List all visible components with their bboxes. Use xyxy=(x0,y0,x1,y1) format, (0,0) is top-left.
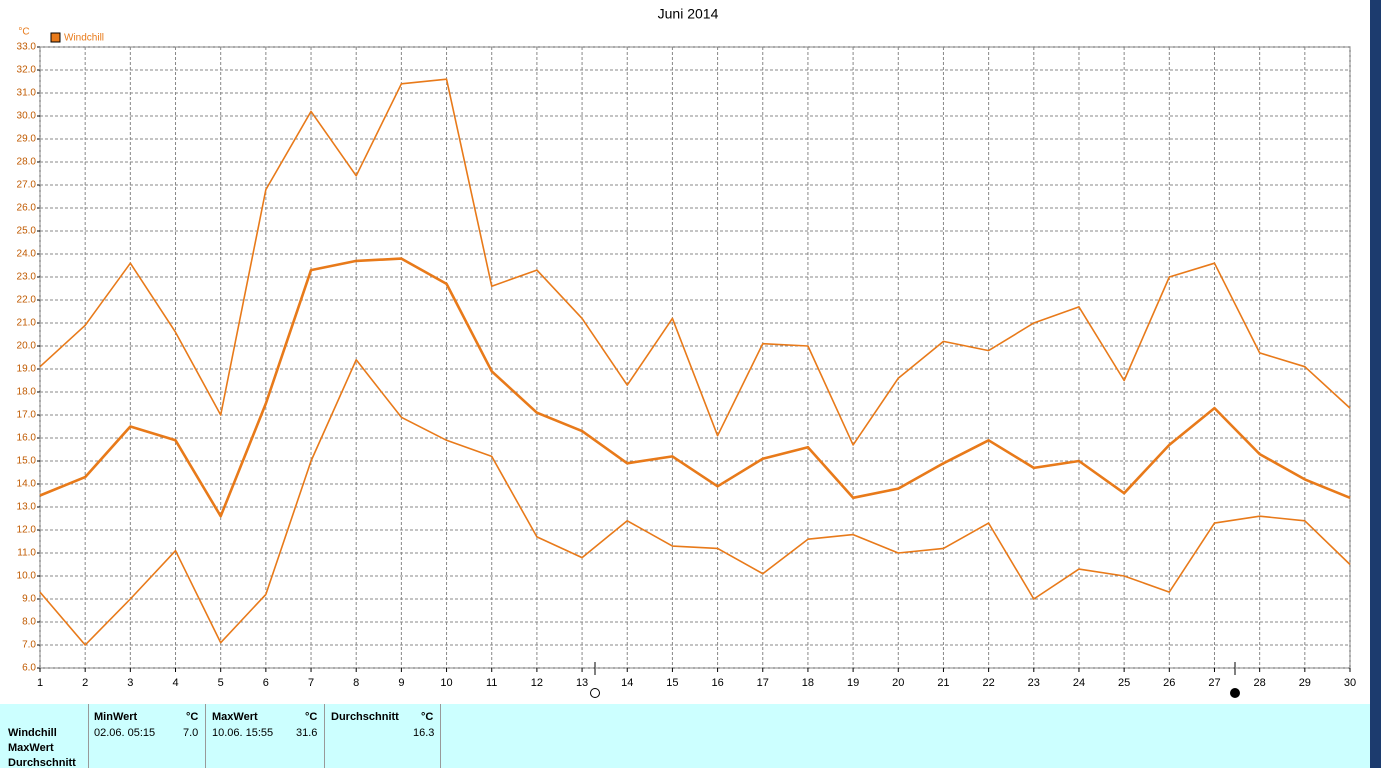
y-tick-label: 27.0 xyxy=(17,180,37,191)
stats-column xyxy=(325,704,441,768)
data-line xyxy=(39,257,1351,518)
data-line xyxy=(39,359,1351,646)
y-tick-label: 12.0 xyxy=(17,525,37,536)
y-tick-label: 17.0 xyxy=(17,410,37,421)
x-tick-label: 5 xyxy=(218,677,224,689)
x-tick-label: 6 xyxy=(263,677,269,689)
x-tick-label: 8 xyxy=(353,677,359,689)
stats-column xyxy=(88,704,206,768)
time: 02.06. 05:15 xyxy=(94,727,156,739)
y-tick-label: 8.0 xyxy=(22,617,36,628)
x-tick-label: 14 xyxy=(621,677,633,689)
y-unit: °C xyxy=(18,27,29,38)
x-tick-label: 22 xyxy=(982,677,994,689)
y-tick-label: 24.0 xyxy=(17,249,37,260)
x-tick-label: 15 xyxy=(666,677,678,689)
legend-swatch xyxy=(50,32,61,43)
column-unit: °C xyxy=(305,711,318,723)
legend-label: Windchill xyxy=(64,33,104,44)
x-tick-label: 28 xyxy=(1254,677,1266,689)
plot-frame xyxy=(39,46,1351,669)
y-tick-label: 14.0 xyxy=(17,479,37,490)
x-tick-label: 1 xyxy=(37,677,43,689)
y-tick-label: 25.0 xyxy=(17,226,37,237)
row-label: MaxWert xyxy=(8,742,54,754)
y-tick-label: 26.0 xyxy=(17,203,37,214)
x-tick-label: 23 xyxy=(1028,677,1040,689)
window-edge xyxy=(1370,0,1381,768)
column-header: Durchschnitt xyxy=(331,711,399,723)
chart: Juni 2014 °C Windchill 6.0 7.0 8.0 9.0 10.0 1… xyxy=(17,6,1356,698)
x-tick-label: 12 xyxy=(531,677,543,689)
x-tick-label: 29 xyxy=(1299,677,1311,689)
x-tick-label: 25 xyxy=(1118,677,1130,689)
value: 7.0 xyxy=(183,727,199,739)
y-tick-label: 29.0 xyxy=(17,134,37,145)
y-tick-label: 9.0 xyxy=(22,594,36,605)
x-tick-label: 27 xyxy=(1208,677,1220,689)
column-header: MinWert xyxy=(94,711,138,723)
y-tick-label: 6.0 xyxy=(22,663,36,674)
y-tick-label: 21.0 xyxy=(17,318,37,329)
x-tick-label: 30 xyxy=(1344,677,1356,689)
value: 31.6 xyxy=(296,727,318,739)
row-label: Windchill xyxy=(8,727,57,739)
y-tick-label: 11.0 xyxy=(17,548,36,559)
y-tick-label: 28.0 xyxy=(17,157,37,168)
stats-column xyxy=(206,704,325,768)
x-tick-label: 24 xyxy=(1073,677,1085,689)
stats-panel: Windchill MaxWert Durchschnitt MinWert °… xyxy=(0,704,1370,769)
y-tick-label: 32.0 xyxy=(17,65,37,76)
column-unit: °C xyxy=(421,711,434,723)
x-tick-label: 18 xyxy=(802,677,814,689)
y-tick-label: 20.0 xyxy=(17,341,37,352)
x-tick-label: 10 xyxy=(440,677,452,689)
y-tick-label: 31.0 xyxy=(17,88,37,99)
x-tick-label: 17 xyxy=(757,677,769,689)
data-line xyxy=(39,78,1351,446)
x-tick-label: 16 xyxy=(711,677,723,689)
x-tick-label: 3 xyxy=(127,677,133,689)
y-tick-label: 15.0 xyxy=(17,456,37,467)
x-tick-label: 20 xyxy=(892,677,904,689)
value: 16.3 xyxy=(413,727,435,739)
x-tick-label: 4 xyxy=(172,677,178,689)
x-tick-label: 19 xyxy=(847,677,859,689)
moon-icon xyxy=(1230,688,1240,698)
x-tick-label: 9 xyxy=(398,677,404,689)
y-tick-label: 13.0 xyxy=(17,502,37,513)
y-tick-label: 22.0 xyxy=(17,295,37,306)
y-tick-label: 10.0 xyxy=(17,571,37,582)
row-label: Durchschnitt xyxy=(8,757,76,769)
x-tick-label: 2 xyxy=(82,677,88,689)
x-tick-label: 11 xyxy=(486,677,497,689)
y-tick-label: 19.0 xyxy=(17,364,37,375)
y-tick-label: 33.0 xyxy=(17,42,37,53)
column-header: MaxWert xyxy=(212,711,258,723)
x-tick-label: 7 xyxy=(308,677,314,689)
y-tick-label: 30.0 xyxy=(17,111,37,122)
y-tick-label: 18.0 xyxy=(17,387,37,398)
chart-title: Juni 2014 xyxy=(658,6,719,22)
moon-icon xyxy=(590,688,600,698)
x-tick-label: 21 xyxy=(937,677,949,689)
y-tick-label: 23.0 xyxy=(17,272,37,283)
y-tick-label: 16.0 xyxy=(17,433,37,444)
time: 10.06. 15:55 xyxy=(212,727,274,739)
column-unit: °C xyxy=(186,711,199,723)
x-tick-label: 13 xyxy=(576,677,588,689)
x-tick-label: 26 xyxy=(1163,677,1175,689)
y-tick-label: 7.0 xyxy=(22,640,36,651)
stats-column xyxy=(0,704,89,768)
